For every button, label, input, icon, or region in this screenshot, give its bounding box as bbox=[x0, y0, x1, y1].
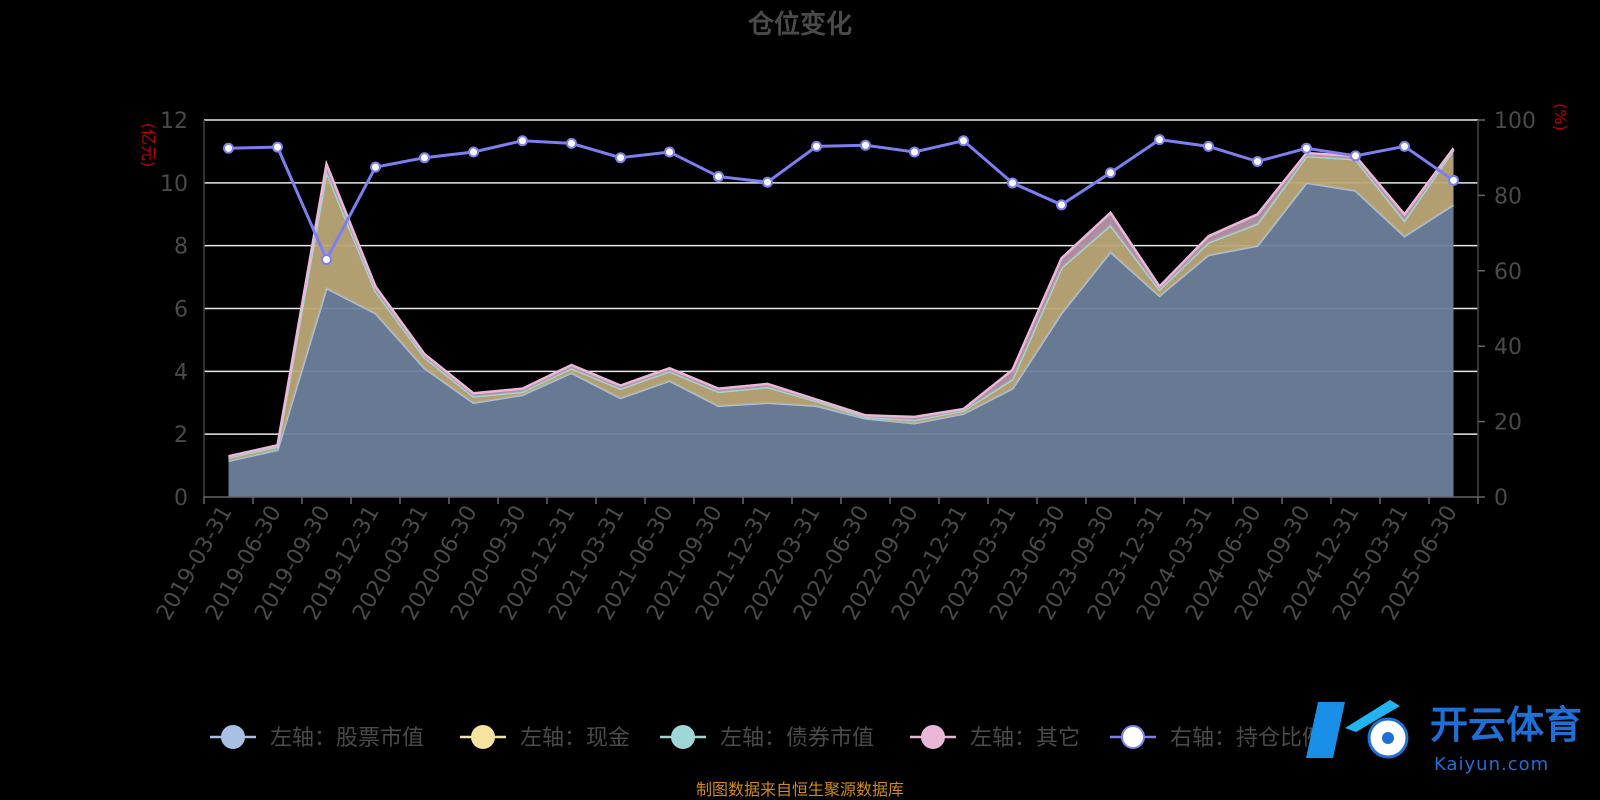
ratio-point bbox=[1399, 140, 1410, 152]
legend-label: 左轴：现金 bbox=[520, 726, 630, 751]
area-fill-1 bbox=[228, 149, 1454, 461]
ratio-point bbox=[1105, 167, 1116, 179]
left-y-tick-label: 8 bbox=[174, 235, 188, 260]
ratio-point bbox=[860, 139, 871, 151]
ratio-point bbox=[811, 140, 822, 152]
right-y-tick-label: 100 bbox=[1494, 109, 1536, 134]
ratio-point bbox=[615, 152, 626, 164]
ratio-point bbox=[321, 253, 332, 265]
ratio-point bbox=[1154, 134, 1165, 146]
area-line-3 bbox=[228, 147, 1455, 458]
chart-title: 仓位变化 bbox=[747, 9, 852, 40]
legend-marker bbox=[921, 725, 945, 749]
y-axis-ticks: 0 2 4 6 8 10 12 0 20 40 60 80 100 bbox=[160, 109, 1536, 511]
area-line-0 bbox=[228, 181, 1455, 463]
ratio-point bbox=[468, 146, 479, 158]
ratio-point bbox=[1448, 174, 1459, 186]
left-y-tick-label: 4 bbox=[174, 360, 188, 385]
right-y-tick-label: 0 bbox=[1494, 486, 1508, 511]
area-fill-0 bbox=[228, 182, 1454, 498]
legend-item-0: 左轴：股票市值 bbox=[210, 725, 424, 751]
legend-marker bbox=[1121, 725, 1145, 749]
left-y-tick-label: 10 bbox=[160, 172, 188, 197]
legend-item-4: 右轴：持仓比例 bbox=[1110, 725, 1324, 751]
right-y-tick-label: 80 bbox=[1494, 184, 1522, 209]
right-y-tick-label: 40 bbox=[1494, 335, 1522, 360]
ratio-point bbox=[566, 137, 577, 149]
legend-label: 右轴：持仓比例 bbox=[1170, 726, 1324, 751]
ratio-point bbox=[1252, 155, 1263, 167]
left-y-tick-label: 0 bbox=[174, 486, 188, 511]
right-axis-unit: (%) bbox=[1551, 103, 1570, 131]
legend-label: 左轴：其它 bbox=[970, 726, 1080, 751]
left-axis-unit: (亿元) bbox=[139, 123, 158, 168]
axes bbox=[203, 119, 1485, 504]
legend-marker bbox=[221, 725, 245, 749]
ratio-point bbox=[664, 146, 675, 158]
ratio-point bbox=[909, 146, 920, 158]
legend-marker bbox=[671, 725, 695, 749]
ratio-point bbox=[1203, 140, 1214, 152]
legend-item-2: 左轴：债券市值 bbox=[660, 725, 874, 751]
legend-item-3: 左轴：其它 bbox=[910, 725, 1080, 751]
ratio-point bbox=[762, 176, 773, 188]
legend-label: 左轴：股票市值 bbox=[270, 726, 424, 751]
watermark-text-en: Kaiyun.com bbox=[1434, 754, 1549, 775]
ratio-line bbox=[228, 138, 1455, 263]
chart-legend: 左轴：股票市值 左轴：现金 左轴：债券市值 左轴：其它 右轴：持仓比例 bbox=[210, 725, 1324, 751]
data-source-note: 制图数据来自恒生聚源数据库 bbox=[696, 780, 904, 799]
ratio-point bbox=[370, 161, 381, 173]
right-y-tick-label: 60 bbox=[1494, 260, 1522, 285]
ratio-point bbox=[958, 135, 969, 147]
ratio-point bbox=[1056, 199, 1067, 211]
ratio-point bbox=[419, 152, 430, 164]
ratio-point bbox=[223, 142, 234, 154]
x-axis-ticks: 2019-03-312019-06-302019-09-302019-12-31… bbox=[152, 502, 1463, 625]
legend-item-1: 左轴：现金 bbox=[460, 725, 630, 751]
holding-ratio-series bbox=[223, 134, 1459, 265]
stacked-areas bbox=[228, 147, 1455, 498]
left-y-tick-label: 2 bbox=[174, 423, 188, 448]
ratio-point bbox=[1007, 177, 1018, 189]
kaiyun-watermark: 开云体育 Kaiyun.com bbox=[1306, 700, 1582, 775]
ratio-point bbox=[1301, 142, 1312, 154]
legend-label: 左轴：债券市值 bbox=[720, 726, 874, 751]
left-y-tick-label: 6 bbox=[174, 298, 188, 323]
left-y-tick-label: 12 bbox=[160, 109, 188, 134]
ratio-point bbox=[517, 135, 528, 147]
kaiyun-logo-icon bbox=[1306, 700, 1409, 759]
right-y-tick-label: 20 bbox=[1494, 411, 1522, 436]
ratio-point bbox=[713, 171, 724, 183]
ratio-point bbox=[272, 141, 283, 153]
legend-marker bbox=[471, 725, 495, 749]
ratio-point bbox=[1350, 150, 1361, 162]
watermark-text-cn: 开云体育 bbox=[1430, 703, 1582, 747]
